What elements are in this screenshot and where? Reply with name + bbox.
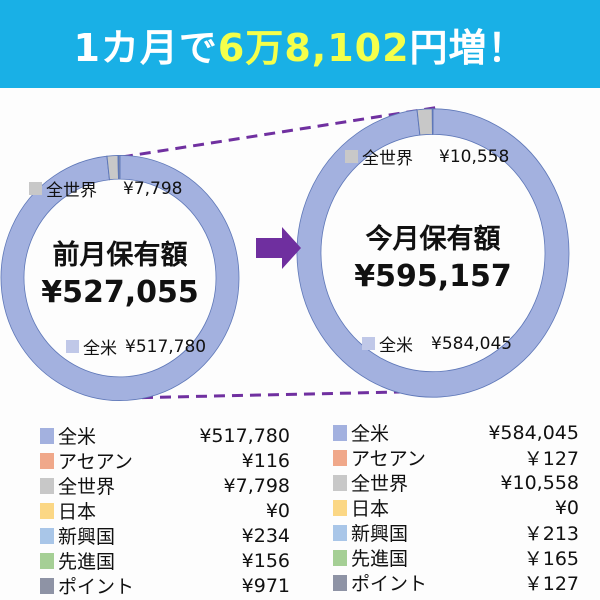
label-value: ¥7,798 [123, 178, 183, 199]
arrow-right-icon [256, 227, 301, 269]
legend-value: ¥971 [241, 574, 290, 597]
legend-label: 日本 [351, 498, 390, 520]
legend-label: アセアン [351, 448, 426, 470]
legend-swatch [333, 574, 347, 591]
legend-value: ¥116 [241, 449, 290, 472]
legend-label: 全世界 [351, 473, 409, 495]
legend-row: アセアン ¥116 [40, 448, 290, 473]
legend-row: 新興国 ￥213 [333, 520, 579, 545]
legend-value: ￥213 [523, 523, 579, 545]
legend-swatch [40, 502, 54, 519]
legend-swatch [40, 427, 54, 444]
legend-swatch [40, 452, 54, 469]
legend-label: 全米 [58, 426, 97, 448]
legend-swatch [333, 424, 347, 441]
legend-row: 全世界 ¥7,798 [40, 473, 290, 498]
legend-value: ¥234 [241, 524, 290, 547]
data-label-world-prev: 全世界 ¥7,798 [29, 176, 182, 201]
legend-swatch [29, 182, 42, 195]
legend-swatch [66, 340, 79, 353]
legend-row: 新興国 ¥234 [40, 523, 290, 548]
headline-prefix: 1カ月で [73, 25, 218, 70]
label-value: ¥10,558 [439, 146, 510, 167]
legend-row: ポイント ￥127 [333, 570, 579, 595]
legend-row: 全米 ¥517,780 [40, 423, 290, 448]
legend-label: 先進国 [351, 548, 409, 570]
legend-row: 先進国 ￥165 [333, 545, 579, 570]
previous-total-value: ¥527,055 [41, 275, 199, 310]
label-value: ¥517,780 [125, 336, 207, 357]
previous-title: 前月保有額 [52, 240, 188, 271]
legend-value: ￥127 [523, 448, 579, 470]
legend-value: ￥127 [523, 573, 579, 595]
legend-label: 新興国 [58, 526, 116, 548]
legend-value: ¥156 [241, 549, 290, 572]
legend-swatch [333, 474, 347, 491]
current-total-value: ¥595,157 [354, 259, 512, 294]
label-name: 全米 [379, 336, 413, 356]
legend-value: ¥0 [265, 499, 290, 522]
donut-slice-6 [118, 155, 121, 180]
data-label-us-prev: 全米 ¥517,780 [66, 334, 206, 359]
legend-value: ¥584,045 [488, 421, 579, 444]
legend-label: 日本 [58, 501, 97, 523]
legend-value: ¥7,798 [223, 474, 290, 497]
legend-value: ¥0 [554, 496, 579, 519]
legend-label: ポイント [351, 573, 428, 595]
legend-swatch [40, 577, 54, 594]
legend-current-month: 全米 ¥584,045 アセアン ￥127 全世界 ¥10,558 日本 ¥0 新興国 ￥213 先… [333, 420, 579, 595]
legend-row: 日本 ¥0 [333, 495, 579, 520]
legend-swatch [333, 549, 347, 566]
legend-swatch [362, 337, 375, 350]
label-value: ¥584,045 [431, 333, 513, 354]
legend-value: ¥517,780 [199, 424, 290, 447]
donut-current-month [296, 108, 570, 398]
data-label-us-cur: 全米 ¥584,045 [362, 331, 512, 356]
legend-row: 全世界 ¥10,558 [333, 470, 579, 495]
data-label-world-cur: 全世界 ¥10,558 [345, 144, 509, 169]
current-total: 今月保有額 ¥595,157 [350, 222, 516, 296]
legend-previous-month: 全米 ¥517,780 アセアン ¥116 全世界 ¥7,798 日本 ¥0 新興国 ¥234 先進… [40, 423, 290, 598]
label-name: 全世界 [46, 181, 97, 201]
legend-label: ポイント [58, 576, 135, 598]
legend-label: アセアン [58, 451, 133, 473]
legend-swatch [40, 527, 54, 544]
headline-banner: 1カ月で 6万8,102 円増！ [0, 0, 600, 88]
legend-row: ポイント ¥971 [40, 573, 290, 598]
legend-value: ¥10,558 [500, 471, 579, 494]
label-name: 全米 [83, 339, 117, 359]
current-title: 今月保有額 [365, 224, 501, 255]
legend-row: 日本 ¥0 [40, 498, 290, 523]
legend-label: 新興国 [351, 523, 409, 545]
legend-label: 全米 [351, 423, 390, 445]
legend-label: 全世界 [58, 476, 116, 498]
legend-swatch [345, 150, 358, 163]
donut-slice-0 [0, 155, 240, 401]
donut-slice-0 [296, 108, 570, 398]
donut-slice-2 [416, 108, 433, 136]
legend-swatch [40, 477, 54, 494]
legend-swatch [40, 552, 54, 569]
headline-suffix: 円増！ [409, 25, 527, 70]
label-name: 全世界 [362, 149, 413, 169]
legend-value: ￥165 [523, 548, 579, 570]
legend-label: 先進国 [58, 551, 116, 573]
legend-row: アセアン ￥127 [333, 445, 579, 470]
donut-previous-month [0, 155, 240, 401]
previous-total: 前月保有額 ¥527,055 [40, 238, 200, 312]
legend-row: 全米 ¥584,045 [333, 420, 579, 445]
legend-swatch [333, 499, 347, 516]
headline-amount: 6万8,102 [217, 25, 410, 70]
legend-row: 先進国 ¥156 [40, 548, 290, 573]
legend-swatch [333, 524, 347, 541]
legend-swatch [333, 449, 347, 466]
